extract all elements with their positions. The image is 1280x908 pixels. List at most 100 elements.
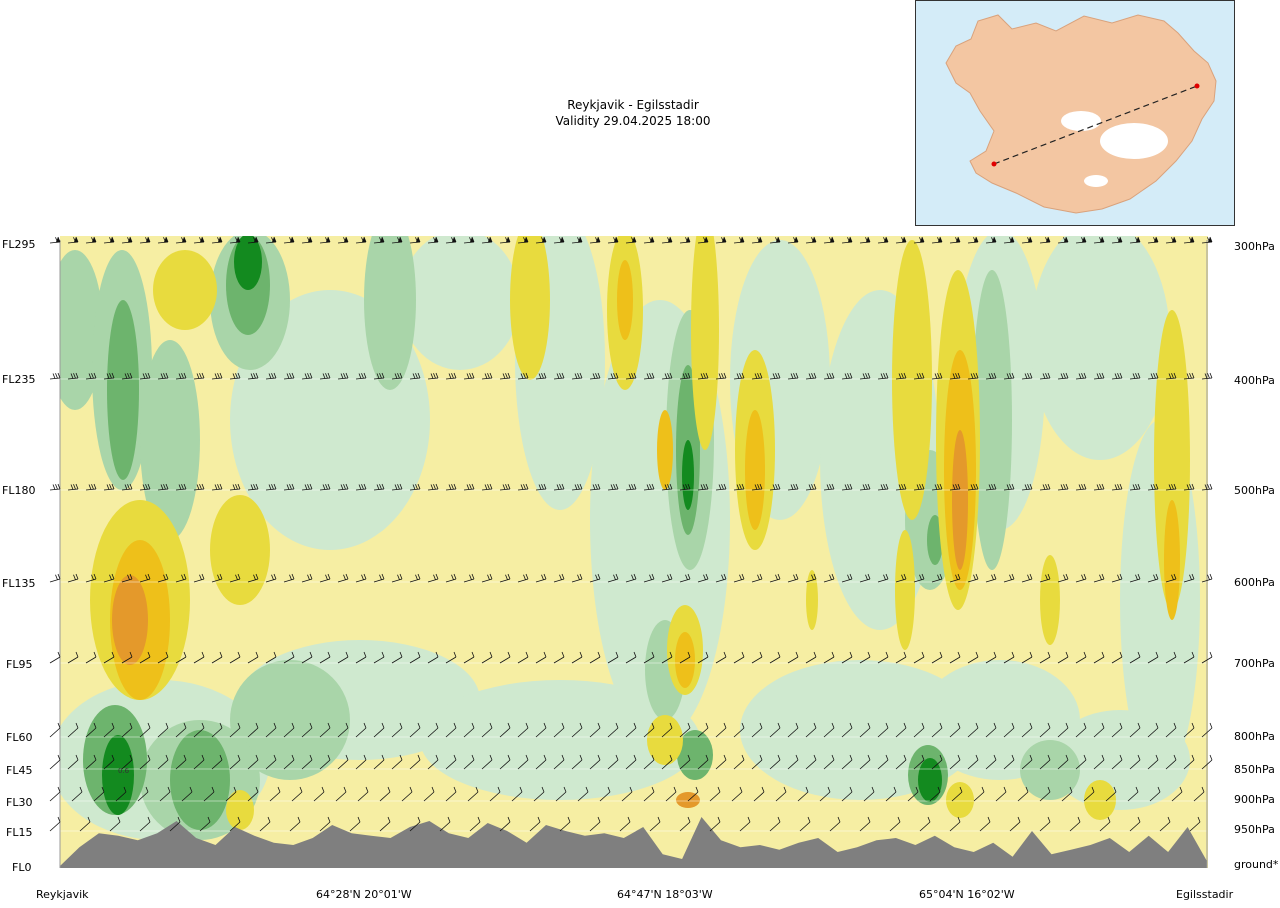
barb-feather [1137, 573, 1141, 580]
barb-feather [73, 484, 76, 490]
wind-barb [499, 483, 511, 491]
wind-barb [697, 236, 709, 244]
barb-feather [793, 574, 796, 580]
wind-barb [229, 483, 241, 491]
barb-feather [181, 484, 184, 490]
barb-feather [975, 722, 979, 729]
barb-staff [1061, 791, 1073, 802]
barb-feather [669, 651, 673, 658]
barb-feather [885, 372, 889, 379]
barb-feather [1209, 722, 1213, 729]
barb-feather [327, 754, 331, 761]
barb-feather [793, 484, 796, 490]
barb-feather [57, 722, 61, 729]
barb-feather [165, 372, 169, 379]
wind-barb [859, 573, 871, 583]
barb-feather [379, 574, 382, 580]
barb-feather [435, 483, 439, 490]
barb-staff [511, 791, 523, 802]
barb-staff [175, 241, 187, 244]
wind-barb [1149, 786, 1161, 802]
wind-barb [85, 573, 97, 583]
barb-feather [381, 754, 385, 761]
barb-staff [733, 578, 745, 583]
barb-staff [283, 656, 295, 664]
barb-feather [939, 754, 943, 761]
barb-staff [751, 578, 763, 583]
wind-barb [1017, 786, 1029, 802]
wind-barb [67, 754, 79, 770]
barb-feather [1132, 484, 1136, 490]
barb-feather [919, 484, 922, 490]
barb-staff [907, 791, 919, 802]
wind-barb [169, 816, 181, 832]
barb-staff [517, 727, 529, 738]
wind-barb [85, 722, 97, 738]
barb-feather [397, 574, 400, 580]
barb-staff [1057, 241, 1069, 244]
wind-barb [93, 786, 105, 802]
wind-barb [319, 236, 331, 244]
wind-barb [391, 722, 403, 738]
barb-feather [754, 373, 758, 379]
barb-feather [646, 373, 650, 379]
wind-barb [571, 483, 583, 491]
barb-feather [975, 754, 979, 761]
wind-barb [1165, 372, 1177, 380]
wind-barb [121, 722, 133, 738]
barb-feather [321, 786, 325, 793]
barb-staff [67, 578, 79, 583]
wind-barb [49, 816, 61, 832]
wind-barb [175, 651, 187, 664]
barb-feather [101, 786, 105, 793]
barb-feather [165, 483, 169, 490]
barb-feather [487, 574, 490, 580]
barb-feather [844, 484, 848, 490]
barb-feather [865, 574, 868, 580]
barb-feather [1065, 483, 1069, 490]
barb-feather [543, 372, 547, 379]
wind-barb [553, 722, 565, 738]
wind-barb [301, 573, 313, 583]
barb-feather [129, 483, 133, 490]
barb-feather [289, 484, 292, 490]
barb-staff [589, 241, 601, 244]
barb-staff [967, 578, 979, 583]
wind-barb [709, 816, 721, 832]
barb-staff [121, 241, 133, 244]
barb-feather [772, 484, 776, 490]
barb-staff [913, 578, 925, 583]
barb-pennant [146, 237, 150, 242]
barb-feather [519, 786, 523, 793]
barb-feather [687, 816, 691, 823]
barb-staff [259, 821, 271, 832]
wind-barb [481, 573, 493, 583]
barb-feather [381, 483, 385, 490]
wind-barb [715, 236, 727, 244]
barb-staff [373, 241, 385, 244]
barb-feather [57, 816, 61, 823]
barb-feather [597, 573, 601, 580]
barb-staff [427, 727, 439, 738]
wind-barb [1039, 816, 1051, 832]
barb-feather [497, 786, 501, 793]
barb-staff [643, 578, 655, 583]
wind-barb [555, 786, 567, 802]
barb-feather [343, 373, 346, 379]
barb-feather [447, 816, 451, 823]
barb-feather [1173, 754, 1177, 761]
wind-barb [643, 573, 655, 583]
barb-staff [409, 727, 421, 738]
barb-staff [175, 578, 187, 583]
barb-staff [1147, 759, 1159, 770]
barb-feather [883, 484, 886, 490]
wind-barb [877, 573, 889, 583]
barb-feather [1024, 484, 1028, 490]
wind-barb [265, 722, 277, 738]
barb-feather [1027, 373, 1030, 379]
barb-feather [1011, 573, 1015, 580]
fl-label: FL30 [6, 796, 33, 809]
barb-staff [1003, 241, 1015, 244]
barb-staff [463, 241, 475, 244]
barb-feather [939, 651, 943, 658]
